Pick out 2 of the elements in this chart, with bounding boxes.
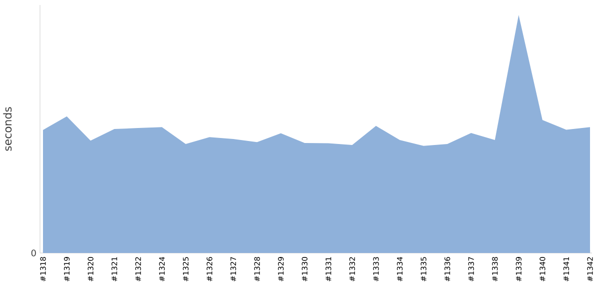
- text: 0: [31, 250, 36, 256]
- y-axis-title: seconds: [3, 107, 12, 151]
